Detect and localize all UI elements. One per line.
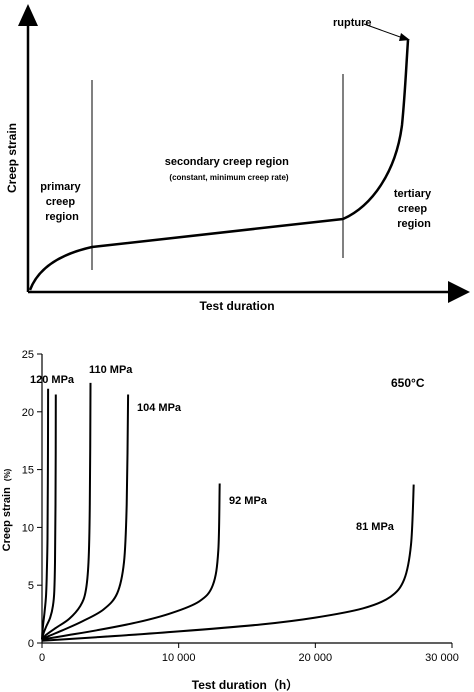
- schematic-chart: Creep strain Test duration rupture prima…: [5, 4, 470, 313]
- series-label-120mpa: 120 MPa: [30, 374, 75, 386]
- series-label-104mpa: 104 MPa: [137, 402, 182, 414]
- y-tick-label: 5: [28, 580, 34, 592]
- creep-data-chart: 0 5 10 15 20 25 0 10 000 20 000 30 000 Creep stra…: [1, 349, 459, 692]
- rupture-pointer-arrowhead: [399, 33, 410, 41]
- secondary-region-label: secondary creep region (constant, minimu…: [165, 152, 294, 182]
- schematic-creep-curve: [28, 39, 410, 291]
- ticks: 0 5 10 15 20 25 0 10 000 20 000 30 000: [22, 349, 459, 664]
- creep-curve-series-2: [41, 394, 57, 640]
- primary-region-label: primary creep region: [40, 181, 83, 223]
- series-lines: [41, 382, 415, 642]
- series-label-81mpa: 81 MPa: [356, 521, 395, 533]
- creep-curve-series-3: [41, 382, 92, 641]
- x-tick-label: 20 000: [299, 652, 333, 664]
- x-tick-label: 10 000: [162, 652, 196, 664]
- rupture-label: rupture: [333, 17, 372, 29]
- y-tick-label: 0: [28, 638, 34, 650]
- y-tick-label: 10: [22, 522, 34, 534]
- x-axis-label: Test duration（h）: [192, 677, 298, 692]
- tertiary-region-label: tertiary creep region: [394, 188, 434, 230]
- y-tick-label: 20: [22, 407, 34, 419]
- y-tick-label: 25: [22, 349, 34, 361]
- axes: [41, 354, 452, 644]
- schematic-y-arrowhead: [18, 4, 38, 26]
- schematic-y-label: Creep strain: [5, 123, 19, 193]
- creep-curve-series-4: [41, 394, 130, 641]
- schematic-x-label: Test duration: [199, 299, 274, 313]
- x-tick-label: 30 000: [425, 652, 459, 664]
- rupture-pointer-line: [363, 23, 404, 39]
- y-tick-label: 15: [22, 465, 34, 477]
- schematic-x-arrowhead: [448, 281, 470, 303]
- creep-curve-series-5: [41, 483, 221, 641]
- y-axis-label: Creep strain (%): [1, 468, 13, 551]
- creep-curve-series-6: [41, 484, 415, 642]
- temperature-label: 650°C: [391, 376, 425, 390]
- creep-curve-series-1: [41, 388, 50, 640]
- x-tick-label: 0: [39, 652, 45, 664]
- series-label-110mpa: 110 MPa: [89, 364, 133, 376]
- series-label-92mpa: 92 MPa: [229, 495, 268, 507]
